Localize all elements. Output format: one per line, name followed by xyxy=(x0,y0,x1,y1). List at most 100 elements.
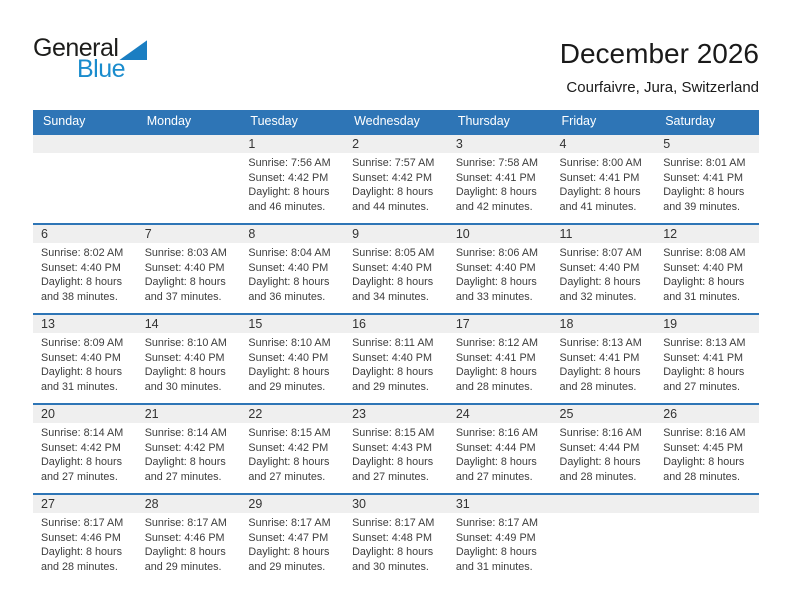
day-sun-info: Sunrise: 8:16 AM Sunset: 4:45 PM Daylight:… xyxy=(663,427,746,483)
day-number: 28 xyxy=(136,495,241,514)
day-cell: 21 Sunrise: 8:14 AM Sunset: 4:42 PM Dayligh… xyxy=(136,404,241,494)
day-number: 12 xyxy=(655,225,759,244)
day-cell: 20 Sunrise: 8:14 AM Sunset: 4:42 PM Dayligh… xyxy=(33,404,137,494)
day-sun-info: Sunrise: 8:17 AM Sunset: 4:47 PM Daylight:… xyxy=(248,517,331,573)
day-number: 19 xyxy=(655,315,759,334)
day-cell: 23 Sunrise: 8:15 AM Sunset: 4:43 PM Dayligh… xyxy=(344,404,448,494)
day-cell: 24 Sunrise: 8:16 AM Sunset: 4:44 PM Dayligh… xyxy=(447,404,552,494)
day-sun-info: Sunrise: 8:15 AM Sunset: 4:43 PM Daylight:… xyxy=(352,427,435,483)
day-number: 3 xyxy=(447,135,552,154)
day-sun-info: Sunrise: 8:14 AM Sunset: 4:42 PM Daylight:… xyxy=(144,427,227,483)
day-cell: 28 Sunrise: 8:17 AM Sunset: 4:46 PM Dayligh… xyxy=(136,494,241,584)
day-sun-info: Sunrise: 8:04 AM Sunset: 4:40 PM Daylight:… xyxy=(248,247,331,303)
day-cell: 18 Sunrise: 8:13 AM Sunset: 4:41 PM Dayligh… xyxy=(551,314,656,404)
weekday-header-saturday: Saturday xyxy=(655,110,759,135)
day-number: 22 xyxy=(240,405,345,424)
day-sun-info: Sunrise: 8:17 AM Sunset: 4:46 PM Daylight:… xyxy=(144,517,227,573)
empty-day-cell xyxy=(655,494,759,584)
day-number: 9 xyxy=(344,225,448,244)
day-number: 1 xyxy=(240,135,345,154)
day-sun-info: Sunrise: 7:57 AM Sunset: 4:42 PM Daylight:… xyxy=(352,157,435,213)
day-cell: 29 Sunrise: 8:17 AM Sunset: 4:47 PM Dayligh… xyxy=(240,494,345,584)
calendar-table: Sunday Monday Tuesday Wednesday Thursday Frid… xyxy=(33,110,759,584)
day-sun-info: Sunrise: 8:13 AM Sunset: 4:41 PM Daylight:… xyxy=(559,337,642,393)
page-title: December 2026 xyxy=(559,38,759,69)
day-cell: 30 Sunrise: 8:17 AM Sunset: 4:48 PM Dayligh… xyxy=(344,494,448,584)
day-sun-info: Sunrise: 8:01 AM Sunset: 4:41 PM Daylight:… xyxy=(663,157,746,213)
page-subtitle: Courfaivre, Jura, Switzerland xyxy=(566,79,759,97)
day-number: 14 xyxy=(136,315,241,334)
day-number: 23 xyxy=(344,405,448,424)
day-cell: 31 Sunrise: 8:17 AM Sunset: 4:49 PM Dayligh… xyxy=(447,494,552,584)
day-number: 11 xyxy=(551,225,656,244)
week-row: 6 Sunrise: 8:02 AM Sunset: 4:40 PM Daylight… xyxy=(33,224,759,314)
logo-text-blue: Blue xyxy=(77,55,126,83)
day-sun-info: Sunrise: 8:03 AM Sunset: 4:40 PM Daylight:… xyxy=(144,247,227,303)
day-number: 4 xyxy=(551,135,656,154)
day-sun-info: Sunrise: 7:56 AM Sunset: 4:42 PM Daylight:… xyxy=(248,157,331,213)
day-cell: 13 Sunrise: 8:09 AM Sunset: 4:40 PM Dayligh… xyxy=(33,314,137,404)
day-sun-info xyxy=(655,513,759,516)
day-sun-info xyxy=(552,513,656,516)
day-number: 10 xyxy=(447,225,552,244)
day-sun-info: Sunrise: 8:16 AM Sunset: 4:44 PM Daylight:… xyxy=(559,427,642,483)
day-cell: 4 Sunrise: 8:00 AM Sunset: 4:41 PM Daylight… xyxy=(551,134,656,224)
empty-day-cell xyxy=(551,494,656,584)
day-cell: 27 Sunrise: 8:17 AM Sunset: 4:46 PM Dayligh… xyxy=(33,494,137,584)
empty-day-cell xyxy=(33,134,137,224)
day-sun-info: Sunrise: 8:17 AM Sunset: 4:49 PM Daylight:… xyxy=(455,517,539,573)
day-cell: 3 Sunrise: 7:58 AM Sunset: 4:41 PM Daylight… xyxy=(447,134,552,224)
week-row: 20 Sunrise: 8:14 AM Sunset: 4:42 PM Dayligh… xyxy=(33,404,759,494)
day-number: 21 xyxy=(136,405,241,424)
day-number: 13 xyxy=(33,315,137,334)
day-number: 17 xyxy=(447,315,552,334)
day-cell: 17 Sunrise: 8:12 AM Sunset: 4:41 PM Dayligh… xyxy=(447,314,552,404)
day-cell: 15 Sunrise: 8:10 AM Sunset: 4:40 PM Dayligh… xyxy=(240,314,345,404)
day-sun-info: Sunrise: 8:09 AM Sunset: 4:40 PM Daylight:… xyxy=(41,337,124,393)
day-sun-info: Sunrise: 8:17 AM Sunset: 4:46 PM Daylight:… xyxy=(41,517,124,573)
day-number: 6 xyxy=(33,225,137,244)
day-number: 16 xyxy=(344,315,448,334)
week-row: 13 Sunrise: 8:09 AM Sunset: 4:40 PM Dayligh… xyxy=(33,314,759,404)
day-cell: 7 Sunrise: 8:03 AM Sunset: 4:40 PM Daylight… xyxy=(136,224,241,314)
day-cell: 25 Sunrise: 8:16 AM Sunset: 4:44 PM Dayligh… xyxy=(551,404,656,494)
day-cell: 19 Sunrise: 8:13 AM Sunset: 4:41 PM Dayligh… xyxy=(655,314,759,404)
title-block: December 2026 Courfaivre, Jura, Switzerl… xyxy=(560,36,759,96)
day-number: 30 xyxy=(344,495,448,514)
day-sun-info: Sunrise: 8:10 AM Sunset: 4:40 PM Daylight:… xyxy=(144,337,227,393)
day-number: 5 xyxy=(655,135,759,154)
day-number: 27 xyxy=(33,495,137,514)
day-cell: 26 Sunrise: 8:16 AM Sunset: 4:45 PM Dayligh… xyxy=(655,404,759,494)
weekday-header-wednesday: Wednesday xyxy=(344,110,448,135)
weekday-header-thursday: Thursday xyxy=(447,110,552,135)
general-blue-logo: General Blue xyxy=(33,36,193,82)
day-cell: 14 Sunrise: 8:10 AM Sunset: 4:40 PM Dayligh… xyxy=(136,314,241,404)
empty-day-cell xyxy=(136,134,241,224)
day-sun-info xyxy=(137,153,241,156)
day-number xyxy=(655,495,759,514)
day-sun-info: Sunrise: 8:14 AM Sunset: 4:42 PM Daylight:… xyxy=(41,427,124,483)
day-cell: 6 Sunrise: 8:02 AM Sunset: 4:40 PM Daylight… xyxy=(33,224,137,314)
day-sun-info: Sunrise: 8:10 AM Sunset: 4:40 PM Daylight:… xyxy=(248,337,331,393)
day-number: 29 xyxy=(240,495,345,514)
day-number: 8 xyxy=(240,225,345,244)
day-sun-info: Sunrise: 7:58 AM Sunset: 4:41 PM Daylight:… xyxy=(455,157,539,213)
day-number xyxy=(136,135,241,154)
day-number: 26 xyxy=(655,405,759,424)
day-cell: 22 Sunrise: 8:15 AM Sunset: 4:42 PM Dayligh… xyxy=(240,404,345,494)
day-number: 25 xyxy=(551,405,656,424)
day-cell: 10 Sunrise: 8:06 AM Sunset: 4:40 PM Dayligh… xyxy=(447,224,552,314)
page-header: General Blue December 2026 Courfaivre, J… xyxy=(0,0,792,97)
weekday-header-row: Sunday Monday Tuesday Wednesday Thursday Frid… xyxy=(33,110,759,135)
day-number: 24 xyxy=(447,405,552,424)
logo-text-general: General xyxy=(33,34,119,62)
day-sun-info: Sunrise: 8:08 AM Sunset: 4:40 PM Daylight:… xyxy=(663,247,746,303)
day-sun-info: Sunrise: 8:06 AM Sunset: 4:40 PM Daylight:… xyxy=(455,247,539,303)
day-cell: 12 Sunrise: 8:08 AM Sunset: 4:40 PM Dayligh… xyxy=(655,224,759,314)
day-sun-info: Sunrise: 8:07 AM Sunset: 4:40 PM Daylight:… xyxy=(559,247,642,303)
day-cell: 5 Sunrise: 8:01 AM Sunset: 4:41 PM Daylight… xyxy=(655,134,759,224)
day-sun-info: Sunrise: 8:12 AM Sunset: 4:41 PM Daylight:… xyxy=(455,337,539,393)
day-sun-info xyxy=(33,153,137,156)
weekday-header-sunday: Sunday xyxy=(33,110,137,135)
